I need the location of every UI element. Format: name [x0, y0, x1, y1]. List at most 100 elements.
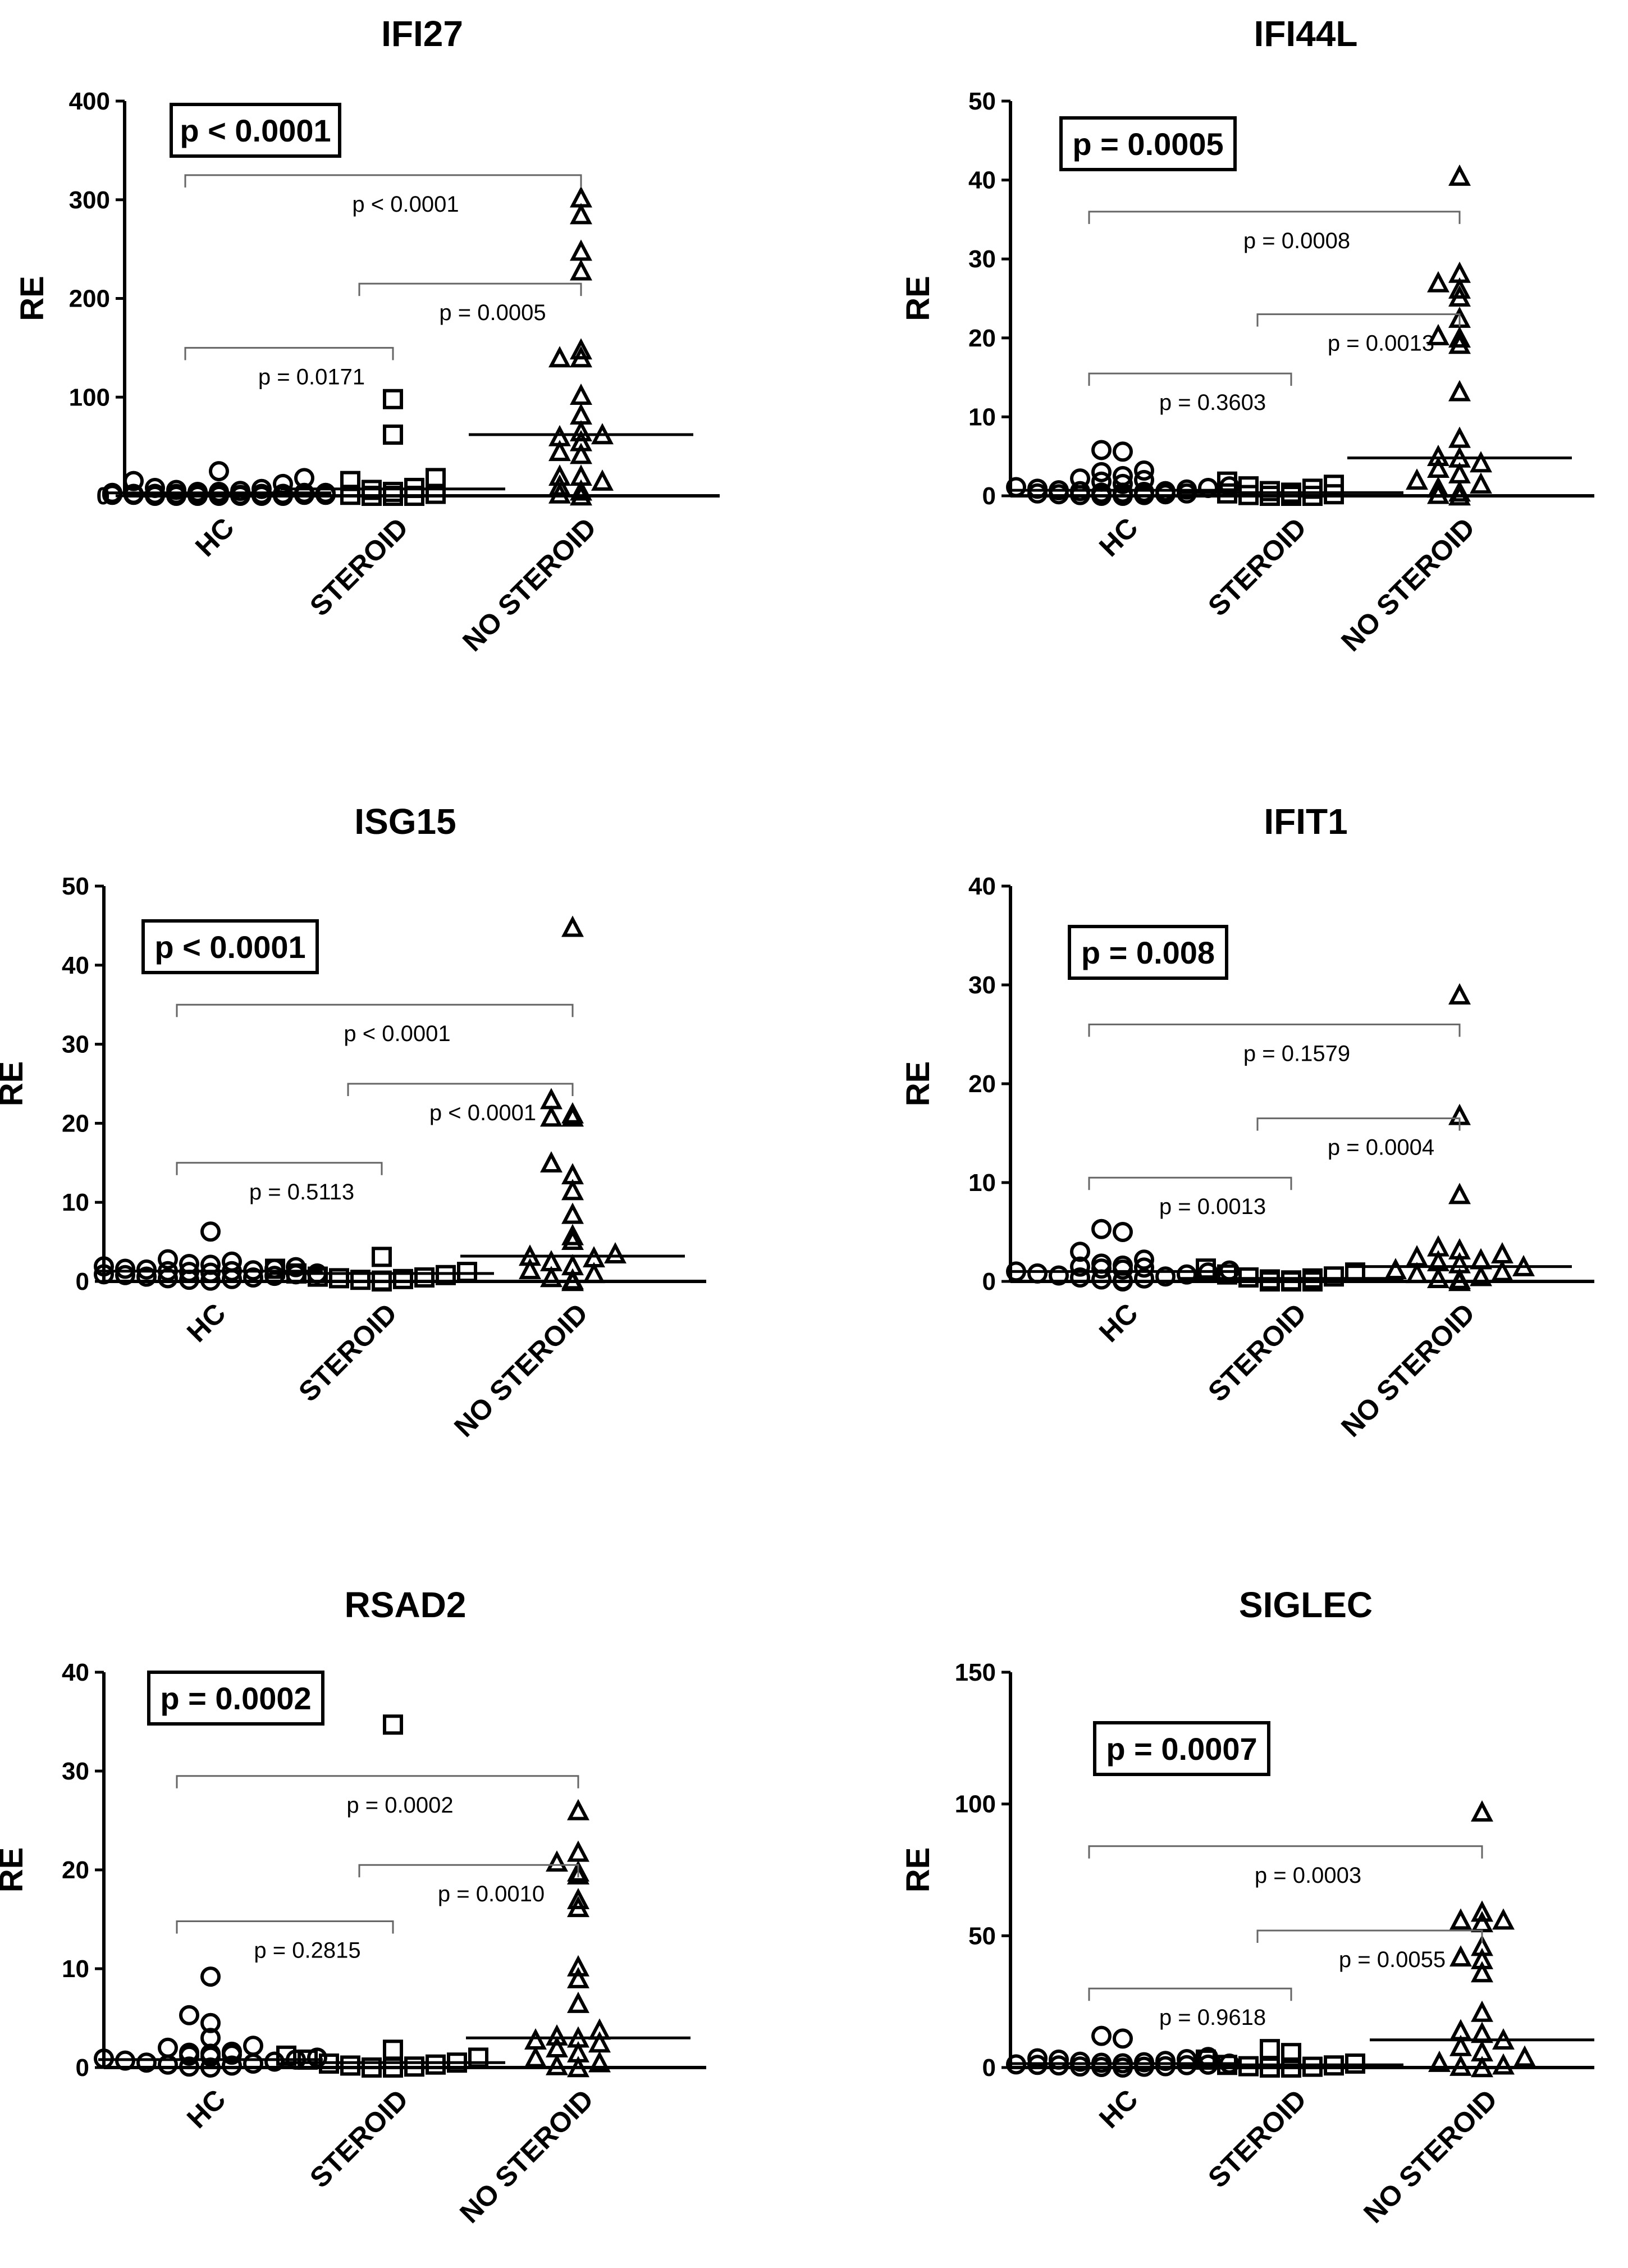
category-label: HC [181, 1297, 232, 1348]
overall-p-value: p = 0.0005 [1072, 126, 1223, 162]
comparison-bracket [1088, 211, 1461, 224]
comparison-bracket [184, 346, 394, 360]
data-point [251, 478, 272, 499]
category-label: STEROID [1202, 1297, 1313, 1408]
data-point [1427, 1250, 1449, 1272]
y-tick-label: 20 [968, 325, 996, 352]
data-point [540, 1250, 563, 1272]
y-tick-label: 100 [955, 1791, 996, 1818]
data-point [1134, 460, 1154, 481]
comparison-p-value: p < 0.0001 [344, 1021, 450, 1046]
data-point [548, 440, 571, 462]
data-point [1113, 466, 1133, 486]
data-point [1448, 164, 1471, 186]
category-label: HC [181, 2083, 232, 2134]
data-point [383, 425, 403, 445]
data-point [1470, 451, 1492, 473]
data-point [200, 1254, 221, 1275]
data-point [570, 338, 592, 360]
data-point [1384, 1258, 1407, 1280]
data-point [548, 346, 571, 368]
data-point [230, 481, 250, 501]
comparison-p-value: p = 0.1579 [1243, 1041, 1350, 1066]
data-point [1155, 1266, 1176, 1287]
data-point [243, 1267, 263, 1288]
data-point [561, 1254, 584, 1276]
data-point [1448, 380, 1471, 401]
comparison-bracket [358, 282, 582, 296]
comparison-p-value: p = 0.2815 [254, 1938, 360, 1963]
data-point [1070, 1267, 1090, 1288]
data-point [200, 2013, 221, 2033]
data-point [1406, 468, 1428, 490]
data-point [179, 2056, 199, 2077]
data-point [1049, 1265, 1069, 1286]
data-point [1491, 1260, 1513, 1281]
comparison-p-value: p < 0.0001 [429, 1101, 536, 1125]
data-point [1471, 1961, 1493, 1983]
y-tick-label: 10 [968, 1169, 996, 1197]
data-point [567, 1966, 589, 1988]
data-point [583, 1246, 605, 1268]
data-point [561, 1179, 584, 1201]
comparison-p-value: p = 0.9618 [1159, 2005, 1266, 2030]
category-label: STEROID [1202, 512, 1313, 622]
y-tick-label: 20 [62, 1110, 89, 1137]
data-point [1427, 1235, 1449, 1257]
category-label: NO STEROID [1357, 2083, 1503, 2229]
data-point [1027, 1263, 1048, 1284]
data-point [1448, 484, 1471, 506]
data-point [524, 2028, 547, 2050]
data-point [200, 1221, 221, 1242]
y-tick-label: 150 [955, 1659, 996, 1686]
y-tick-label: 40 [968, 167, 996, 194]
data-point [1260, 481, 1280, 501]
data-point [1471, 2000, 1493, 2022]
comparison-bracket [1088, 1023, 1461, 1037]
comparison-bracket [358, 1864, 579, 1878]
data-point [1281, 2043, 1301, 2064]
comparison-bracket [1088, 1845, 1483, 1859]
data-point [1427, 1267, 1449, 1288]
data-point [404, 2056, 424, 2077]
data-point [588, 2031, 611, 2053]
data-point [243, 2036, 263, 2056]
overall-p-box [1059, 116, 1237, 171]
overall-p-value: p < 0.0001 [180, 113, 331, 148]
overall-p-value: p = 0.0007 [1106, 1731, 1257, 1767]
data-point [1449, 2034, 1472, 2056]
data-point [115, 1265, 135, 1285]
chart-title: ISG15 [354, 801, 456, 842]
data-point [567, 1860, 589, 1882]
data-point [570, 203, 592, 225]
data-point [1471, 1947, 1493, 1969]
chart-title: IFI44L [1254, 13, 1358, 54]
category-label: HC [189, 512, 240, 563]
data-point [1492, 2053, 1515, 2075]
comparison-p-value: p = 0.3603 [1159, 390, 1266, 415]
y-tick-label: 50 [968, 88, 996, 115]
comparison-p-value: p = 0.5113 [249, 1180, 354, 1204]
comparison-p-value: p = 0.0005 [439, 300, 546, 325]
data-point [136, 2052, 157, 2073]
category-label: STEROID [1202, 2083, 1313, 2194]
data-point [1427, 476, 1449, 498]
category-label: NO STEROID [1335, 1297, 1481, 1443]
data-point [1427, 482, 1449, 504]
data-point [1427, 271, 1449, 293]
data-point [1448, 426, 1471, 448]
category-label: HC [1093, 512, 1144, 563]
data-point [393, 1268, 413, 1289]
y-tick-label: 300 [69, 186, 110, 214]
category-label: HC [1093, 2083, 1144, 2134]
data-point [1091, 462, 1112, 482]
data-point [265, 1258, 285, 1279]
panel-siglec: SIGLEC 0 50 100 150 RE HC STEROID NO STEROID p = … [900, 1585, 1594, 2229]
comparison-bracket [176, 1775, 579, 1788]
y-tick-label: 30 [62, 1031, 89, 1058]
data-point [1448, 261, 1471, 283]
panel-ifi44l: IFI44L 0 10 20 30 40 50 RE HC STEROID NO STEROID p … [900, 13, 1594, 658]
data-point [1471, 1800, 1493, 1822]
